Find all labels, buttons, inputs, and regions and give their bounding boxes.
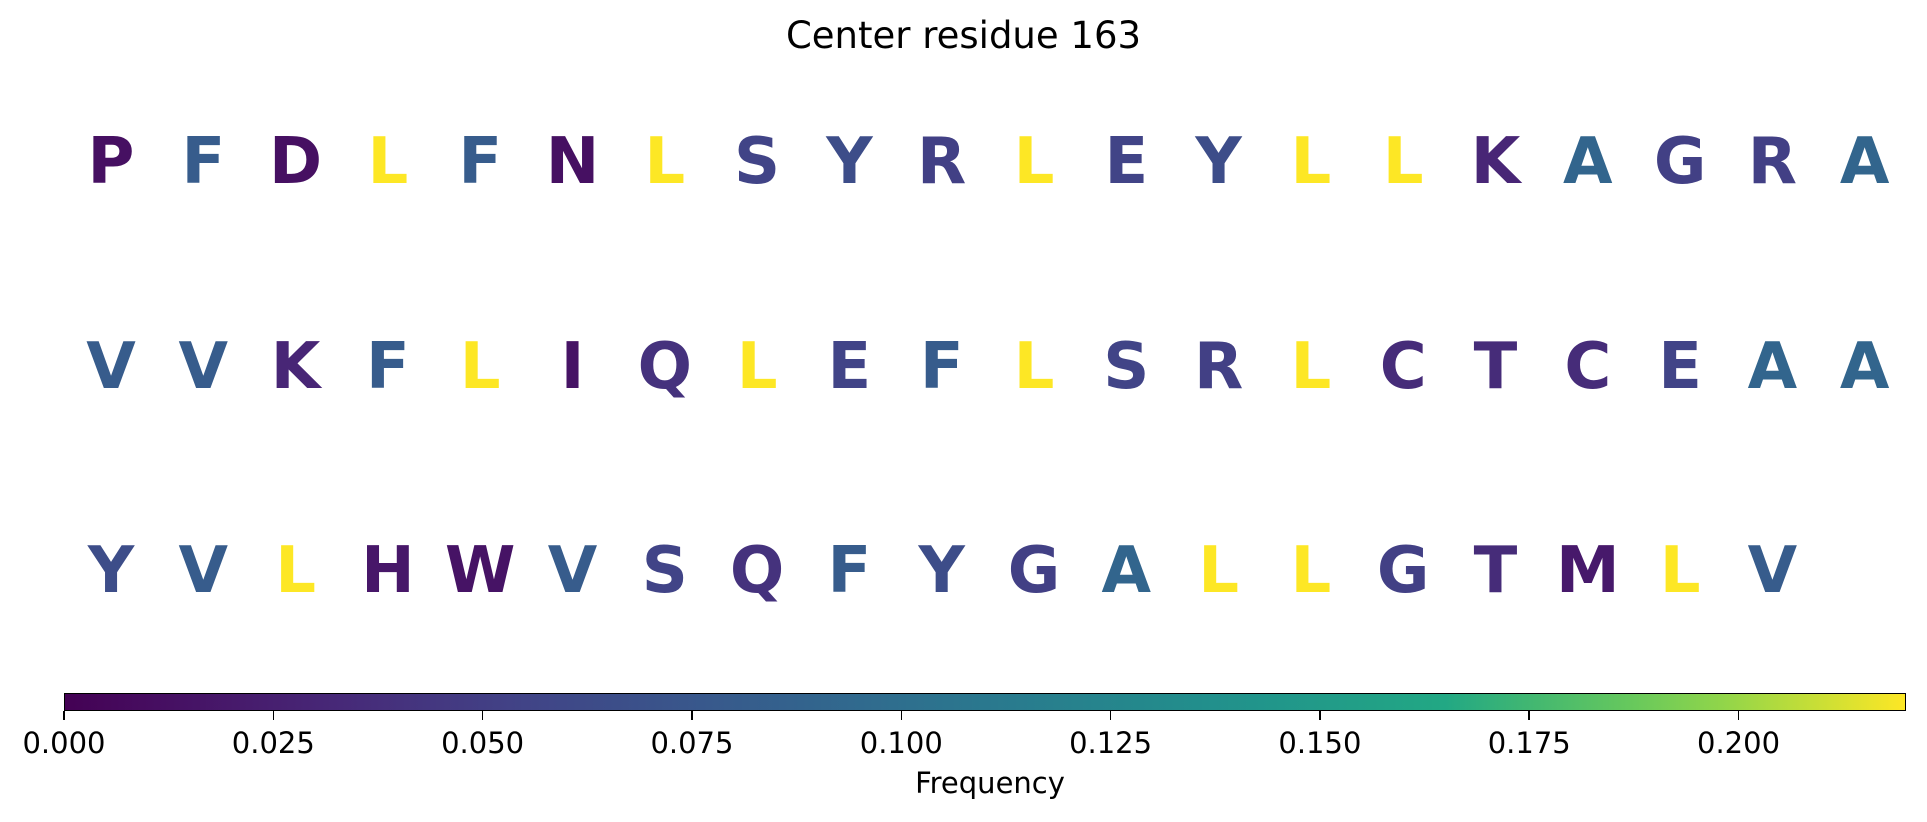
residue-letter: M bbox=[1555, 534, 1620, 608]
colorbar-tick-label: 0.200 bbox=[1697, 726, 1781, 760]
colorbar-tick-label: 0.125 bbox=[1069, 726, 1153, 760]
residue-letter: I bbox=[560, 330, 585, 404]
residue-letter: Y bbox=[918, 534, 965, 608]
chart-title: Center residue 163 bbox=[785, 14, 1142, 57]
residue-letter: Y bbox=[87, 534, 135, 608]
residue-letter: V bbox=[178, 534, 229, 608]
residue-letter: N bbox=[545, 125, 600, 199]
residue-letter: Q bbox=[637, 330, 692, 404]
residue-letter: L bbox=[1013, 330, 1055, 404]
residue-letter: S bbox=[734, 125, 781, 199]
colorbar-tick-mark bbox=[900, 711, 903, 720]
residue-letter: A bbox=[1563, 125, 1613, 199]
colorbar-tick-label: 0.150 bbox=[1278, 726, 1362, 760]
colorbar-tick-label: 0.000 bbox=[22, 726, 106, 760]
residue-letter: T bbox=[1473, 534, 1518, 608]
residue-letter: Y bbox=[826, 125, 873, 199]
residue-letter: Y bbox=[1195, 125, 1242, 199]
residue-letter: A bbox=[1839, 125, 1890, 199]
residue-letter: A bbox=[1839, 330, 1890, 404]
colorbar-tick-mark bbox=[272, 711, 275, 720]
residue-letter: R bbox=[1193, 330, 1244, 404]
residue-letter: S bbox=[1103, 330, 1150, 404]
residue-letter: R bbox=[1747, 125, 1798, 199]
colorbar-tick-mark bbox=[63, 711, 65, 720]
residue-letter: L bbox=[1659, 534, 1701, 608]
residue-letter: A bbox=[1747, 330, 1798, 404]
residue-letter: L bbox=[1198, 534, 1239, 608]
residue-letter: V bbox=[1747, 534, 1798, 608]
residue-letter: E bbox=[1658, 330, 1702, 404]
colorbar-tick-mark bbox=[1528, 711, 1530, 720]
colorbar-tick-label: 0.175 bbox=[1487, 726, 1571, 760]
colorbar bbox=[64, 693, 1906, 711]
residue-letter: F bbox=[919, 330, 964, 404]
colorbar-tick-mark bbox=[1737, 711, 1740, 720]
residue-letter: F bbox=[366, 330, 410, 404]
residue-letter: T bbox=[1473, 330, 1518, 404]
residue-letter: G bbox=[1376, 534, 1430, 608]
residue-letter: R bbox=[917, 125, 967, 199]
colorbar-tick-mark bbox=[1109, 711, 1112, 720]
residue-letter: A bbox=[1101, 534, 1152, 608]
colorbar-tick-label: 0.100 bbox=[859, 726, 943, 760]
residue-letter: L bbox=[1290, 330, 1332, 404]
residue-letter: C bbox=[1379, 330, 1427, 404]
residue-letter: L bbox=[1382, 125, 1424, 199]
residue-letter: K bbox=[270, 330, 321, 404]
residue-letter: L bbox=[736, 330, 778, 404]
residue-letter: Q bbox=[729, 534, 785, 608]
colorbar-tick-mark bbox=[1319, 711, 1321, 720]
residue-letter: G bbox=[1007, 534, 1061, 608]
residue-letter: E bbox=[827, 330, 872, 404]
colorbar-label: Frequency bbox=[915, 766, 1065, 800]
residue-letter: V bbox=[86, 330, 136, 404]
residue-letter: E bbox=[1104, 125, 1149, 199]
residue-letter: V bbox=[178, 330, 229, 404]
residue-letter: L bbox=[1290, 534, 1332, 608]
residue-letter: C bbox=[1564, 330, 1612, 404]
residue-letter: L bbox=[1013, 125, 1055, 199]
residue-letter: L bbox=[644, 125, 686, 199]
residue-letter: L bbox=[367, 125, 409, 199]
residue-letter: H bbox=[361, 534, 415, 608]
colorbar-tick-label: 0.075 bbox=[650, 726, 734, 760]
residue-letter: L bbox=[459, 330, 501, 404]
residue-letter: F bbox=[181, 125, 226, 199]
residue-letter: K bbox=[1470, 125, 1521, 199]
residue-letter: P bbox=[87, 125, 135, 199]
residue-letter: F bbox=[827, 534, 872, 608]
residue-letter: G bbox=[1653, 125, 1707, 199]
colorbar-tick-label: 0.050 bbox=[441, 726, 525, 760]
residue-letter: L bbox=[275, 534, 316, 608]
colorbar-tick-label: 0.025 bbox=[231, 726, 315, 760]
residue-letter: L bbox=[1290, 125, 1332, 199]
residue-letter: F bbox=[458, 125, 503, 199]
residue-letter: W bbox=[444, 534, 516, 608]
residue-letter: S bbox=[641, 534, 688, 608]
residue-letter: V bbox=[547, 534, 598, 608]
colorbar-tick-mark bbox=[481, 711, 484, 720]
residue-letter: D bbox=[269, 125, 323, 199]
colorbar-tick-mark bbox=[691, 711, 693, 720]
